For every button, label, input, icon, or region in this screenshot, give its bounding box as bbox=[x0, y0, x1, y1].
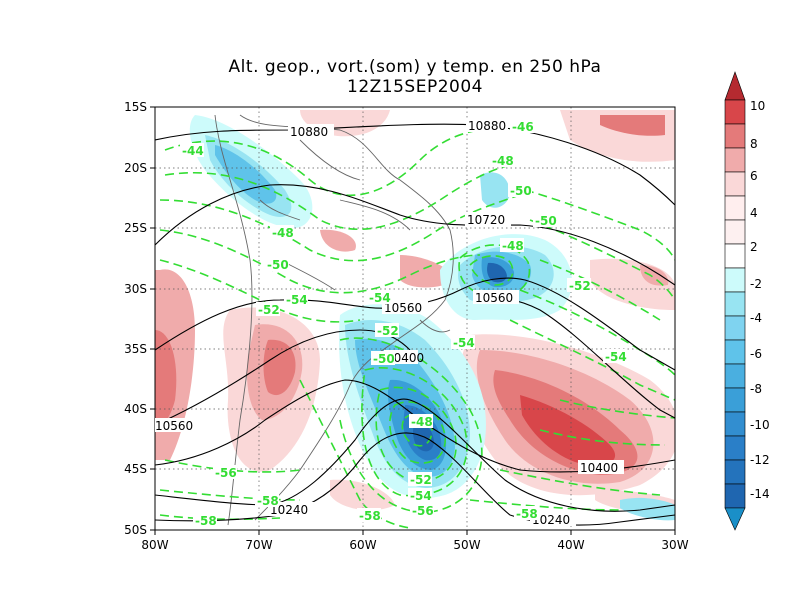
axis-ticks bbox=[150, 106, 676, 535]
lon-tick-label: 50W bbox=[453, 538, 480, 552]
colorbar-segment bbox=[724, 147, 746, 173]
colorbar-label: -12 bbox=[750, 453, 770, 467]
map-frame bbox=[154, 106, 676, 531]
temperature-label: -54 bbox=[369, 291, 391, 305]
colorbar-top-cap bbox=[724, 71, 746, 101]
vorticity-positive-area bbox=[263, 339, 296, 396]
geopotential-label: 10400 bbox=[580, 461, 618, 475]
vorticity-negative-area bbox=[480, 172, 510, 208]
colorbar-label: -4 bbox=[750, 311, 762, 325]
colorbar-segment bbox=[724, 411, 746, 437]
temperature-label: -58 bbox=[516, 507, 538, 521]
vorticity-positive-area bbox=[155, 330, 177, 430]
temperature-label: -48 bbox=[502, 239, 524, 253]
geopotential-label: 10880 bbox=[290, 125, 328, 139]
lon-tick-label: 60W bbox=[349, 538, 376, 552]
colorbar-segment bbox=[724, 435, 746, 461]
temperature-label: -56 bbox=[215, 466, 237, 480]
temperature-label: -54 bbox=[453, 336, 475, 350]
temperature-label: -58 bbox=[359, 509, 381, 523]
vorticity-shading bbox=[155, 110, 675, 521]
colorbar-label: 4 bbox=[750, 206, 758, 220]
colorbar-segment bbox=[724, 387, 746, 413]
colorbar-segment bbox=[724, 267, 746, 293]
colorbar-segment bbox=[724, 219, 746, 245]
temperature-label: -52 bbox=[569, 279, 591, 293]
lat-tick-label: 40S bbox=[124, 402, 147, 416]
colorbar-segment bbox=[724, 243, 746, 269]
temperature-label: -46 bbox=[512, 120, 534, 134]
lat-tick-label: 25S bbox=[124, 221, 147, 235]
temperature-label: -52 bbox=[377, 324, 399, 338]
temperature-label: -50 bbox=[535, 214, 557, 228]
temperature-label: -56 bbox=[412, 504, 434, 518]
lat-tick-label: 35S bbox=[124, 342, 147, 356]
temperature-label: -48 bbox=[272, 226, 294, 240]
lat-tick-label: 15S bbox=[124, 100, 147, 114]
lat-tick-label: 20S bbox=[124, 161, 147, 175]
temperature-label: -50 bbox=[510, 184, 532, 198]
temperature-label: -48 bbox=[411, 415, 433, 429]
geopotential-label: 10560 bbox=[155, 419, 193, 433]
geopotential-label: 10400 bbox=[386, 351, 424, 365]
colorbar-segment bbox=[724, 99, 746, 125]
geopotential-label: 10560 bbox=[475, 291, 513, 305]
lon-tick-label: 40W bbox=[557, 538, 584, 552]
colorbar-segment bbox=[724, 483, 746, 509]
temperature-label: -48 bbox=[492, 154, 514, 168]
colorbar-segment bbox=[724, 291, 746, 317]
map-title: Alt. geop., vort.(som) y temp. en 250 hP… bbox=[228, 57, 602, 77]
colorbar-segment bbox=[724, 315, 746, 341]
lon-tick-label: 80W bbox=[141, 538, 168, 552]
colorbar-label: -6 bbox=[750, 347, 762, 361]
temperature-label: -44 bbox=[182, 144, 204, 158]
lat-tick-label: 50S bbox=[124, 523, 147, 537]
lon-tick-label: 30W bbox=[661, 538, 688, 552]
temperature-label: -50 bbox=[267, 258, 289, 272]
geopotential-label: 10880 bbox=[468, 119, 506, 133]
colorbar-label: -8 bbox=[750, 382, 762, 396]
colorbar-label: 8 bbox=[750, 137, 758, 151]
geopotential-label: 10240 bbox=[270, 503, 308, 517]
colorbar-label: 10 bbox=[750, 99, 765, 113]
temperature-label: -52 bbox=[410, 473, 432, 487]
vorticity-positive-area bbox=[520, 395, 616, 466]
colorbar-segment bbox=[724, 195, 746, 221]
temperature-label: -52 bbox=[258, 303, 280, 317]
colorbar-segment bbox=[724, 123, 746, 149]
temperature-label: -58 bbox=[257, 494, 279, 508]
vorticity-negative-area bbox=[487, 262, 507, 283]
vorticity-positive-area bbox=[330, 479, 395, 511]
temperature-label: -54 bbox=[605, 350, 627, 364]
vorticity-positive-area bbox=[320, 229, 356, 252]
colorbar-label: -2 bbox=[750, 277, 762, 291]
temperature-label: -54 bbox=[286, 293, 308, 307]
lon-tick-label: 70W bbox=[245, 538, 272, 552]
colorbar-label: 6 bbox=[750, 169, 758, 183]
colorbar-label: -10 bbox=[750, 418, 770, 432]
vorticity-positive-area bbox=[600, 115, 665, 136]
colorbar-label: -14 bbox=[750, 487, 770, 501]
geopotential-label: 10240 bbox=[532, 513, 570, 527]
colorbar-segment bbox=[724, 339, 746, 365]
vorticity-negative-area bbox=[215, 145, 277, 204]
colorbar-segment bbox=[724, 459, 746, 485]
temperature-label: -54 bbox=[410, 489, 432, 503]
colorbar-bottom-cap bbox=[724, 507, 746, 531]
lat-tick-label: 30S bbox=[124, 282, 147, 296]
geopotential-label: 10560 bbox=[384, 301, 422, 315]
colorbar bbox=[724, 71, 746, 531]
vorticity-positive-area bbox=[640, 265, 669, 286]
lat-tick-label: 45S bbox=[124, 462, 147, 476]
map-subtitle: 12Z15SEP2004 bbox=[347, 77, 483, 97]
colorbar-segment bbox=[724, 171, 746, 197]
temperature-label: -50 bbox=[373, 352, 395, 366]
colorbar-label: 2 bbox=[750, 240, 758, 254]
geopotential-label: 10720 bbox=[467, 213, 505, 227]
temperature-label: -58 bbox=[195, 514, 217, 528]
colorbar-segment bbox=[724, 363, 746, 389]
